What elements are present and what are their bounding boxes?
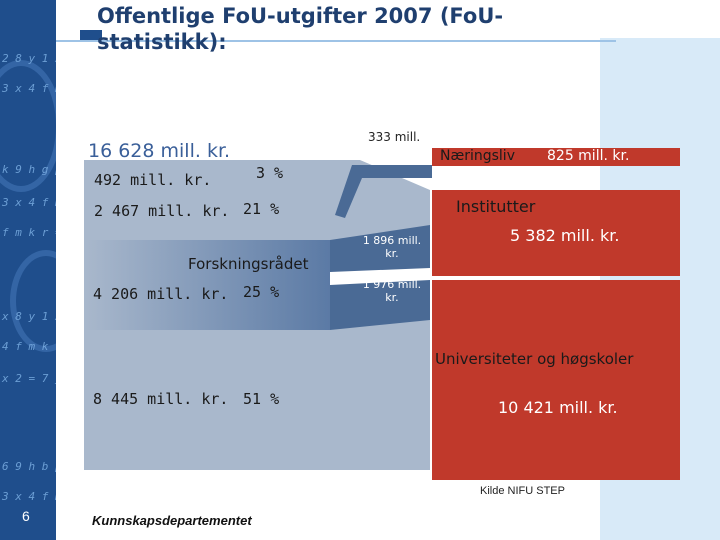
sidebar-deco-text: 3 x 4 f m k (2, 196, 56, 209)
sector-box-naeringsliv (432, 148, 680, 166)
source-share-4: 51 % (243, 390, 280, 408)
decorative-ring (10, 250, 56, 352)
title-rule (56, 40, 616, 42)
flow-universities-1976 (330, 280, 430, 330)
sidebar-deco-text: k 9 h g p 2 (2, 163, 56, 176)
source-share-3: 25 % (243, 283, 280, 301)
sidebar-deco-text: x 8 y 1 3 (2, 310, 56, 323)
forskningsradet-label: Forskningsrådet (188, 255, 309, 273)
sector-naeringsliv-amount: 825 mill. kr. (547, 148, 630, 164)
sidebar-deco-text: 2 8 y 1 3 x 4 (2, 52, 56, 65)
sidebar-deco-text: 3 x 4 f m k (2, 82, 56, 95)
sector-universities-name: Universiteter og høgskoler (435, 350, 634, 368)
flow-universities (84, 330, 430, 470)
ministry-logo-text: Kunnskapsdepartementet (92, 513, 252, 528)
flow-forskningsradet (84, 240, 330, 330)
source-amount-2: 2 467 mill. kr. (94, 202, 230, 220)
source-share-2: 21 % (243, 200, 280, 218)
sidebar-deco-text: 4 f m k (2, 340, 49, 353)
flow-label-1896: 1 896 mill. kr. (362, 234, 422, 260)
flow-label-333: 333 mill. (368, 130, 421, 144)
source-amount-4: 8 445 mill. kr. (93, 390, 229, 408)
sidebar-deco-text: 6 9 h b p 2 (2, 460, 56, 473)
sector-institutter-name: Institutter (456, 197, 536, 216)
source-share-1: 3 % (256, 164, 284, 182)
page-title: Offentlige FoU-utgifter 2007 (FoU-statis… (97, 4, 504, 54)
sector-naeringsliv-name: Næringsliv (440, 148, 515, 164)
sidebar-deco-text: x 2 = 7 y (2, 372, 56, 385)
flow-naeringsliv-333 (335, 165, 432, 218)
source-note: Kilde NIFU STEP (480, 485, 565, 497)
sector-box-institutter (432, 190, 680, 276)
sidebar-deco-text: f m k r = 7 y (2, 226, 56, 239)
decorative-ring (0, 60, 56, 192)
sector-institutter-amount: 5 382 mill. kr. (510, 226, 620, 245)
title-accent-bar (80, 30, 102, 40)
source-amount-3: 4 206 mill. kr. (93, 285, 229, 303)
source-amount-1: 492 mill. kr. (94, 171, 212, 189)
flow-label-1976: 1 976 mill. kr. (362, 278, 422, 304)
sector-universities-amount: 10 421 mill. kr. (498, 398, 618, 417)
total-amount: 16 628 mill. kr. (88, 140, 231, 162)
flow-institutter-1896 (330, 225, 430, 272)
left-sidebar: 2 8 y 1 3 x 4 3 x 4 f m k k 9 h g p 2 3 … (0, 0, 56, 540)
sidebar-deco-text: 3 x 4 f m k (2, 490, 56, 503)
sector-box-universities (432, 280, 680, 480)
page-number: 6 (22, 508, 30, 524)
